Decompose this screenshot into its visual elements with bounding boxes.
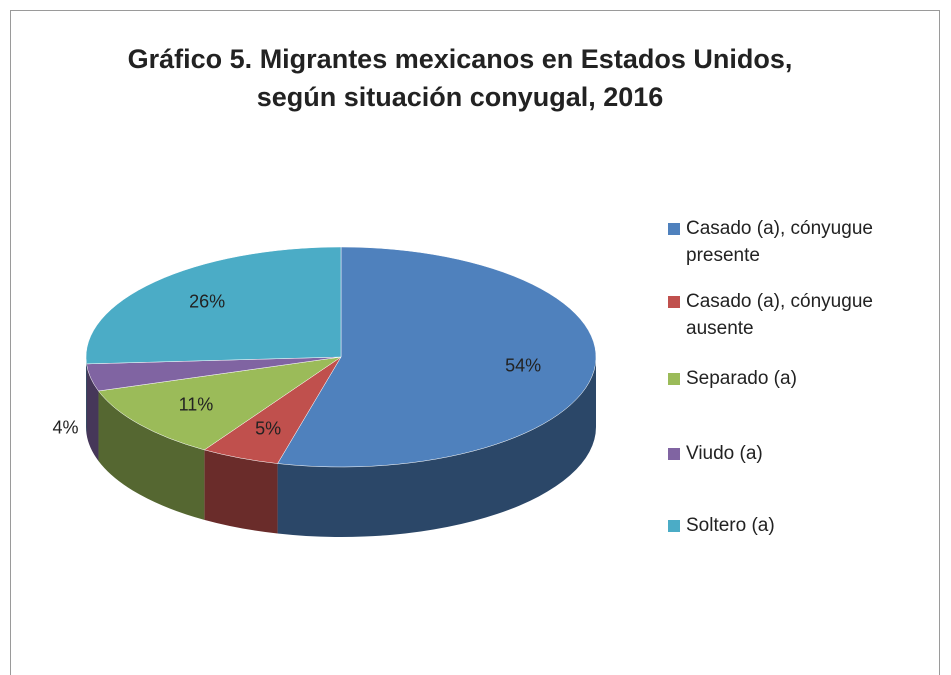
legend-swatch	[668, 373, 680, 385]
legend-label: Viudo (a)	[686, 443, 763, 464]
legend-label: Soltero (a)	[686, 515, 775, 536]
legend-item: Soltero (a)	[668, 512, 938, 539]
legend-swatch	[668, 448, 680, 460]
pie-slice	[98, 356, 342, 451]
legend-item: Separado (a)	[668, 365, 938, 392]
legend-label: Separado (a)	[686, 368, 797, 389]
legend-label: Casado (a), cónyugue ausente	[686, 291, 873, 339]
legend-item: Viudo (a)	[668, 440, 938, 467]
data-label: 11%	[179, 394, 214, 414]
data-label: 26%	[189, 292, 225, 312]
data-label: 4%	[52, 417, 78, 437]
pie-side	[277, 357, 596, 537]
pie-slice	[85, 246, 342, 365]
pie-side	[86, 357, 87, 434]
pie-side	[86, 363, 99, 461]
legend-swatch	[668, 223, 680, 235]
legend-label: Casado (a), cónyugue presente	[686, 218, 873, 266]
legend-swatch	[668, 520, 680, 532]
data-label: 5%	[255, 418, 281, 438]
pie-side	[98, 390, 205, 520]
pie-side	[204, 449, 278, 534]
chart-title: Gráfico 5. Migrantes mexicanos en Estado…	[127, 44, 793, 112]
data-label: 54%	[505, 356, 541, 376]
pie-slice	[277, 246, 597, 468]
legend-swatch	[668, 296, 680, 308]
chart-frame	[10, 10, 940, 675]
legend-item: Casado (a), cónyugue ausente	[668, 288, 938, 342]
legend-item: Casado (a), cónyugue presente	[668, 215, 938, 269]
